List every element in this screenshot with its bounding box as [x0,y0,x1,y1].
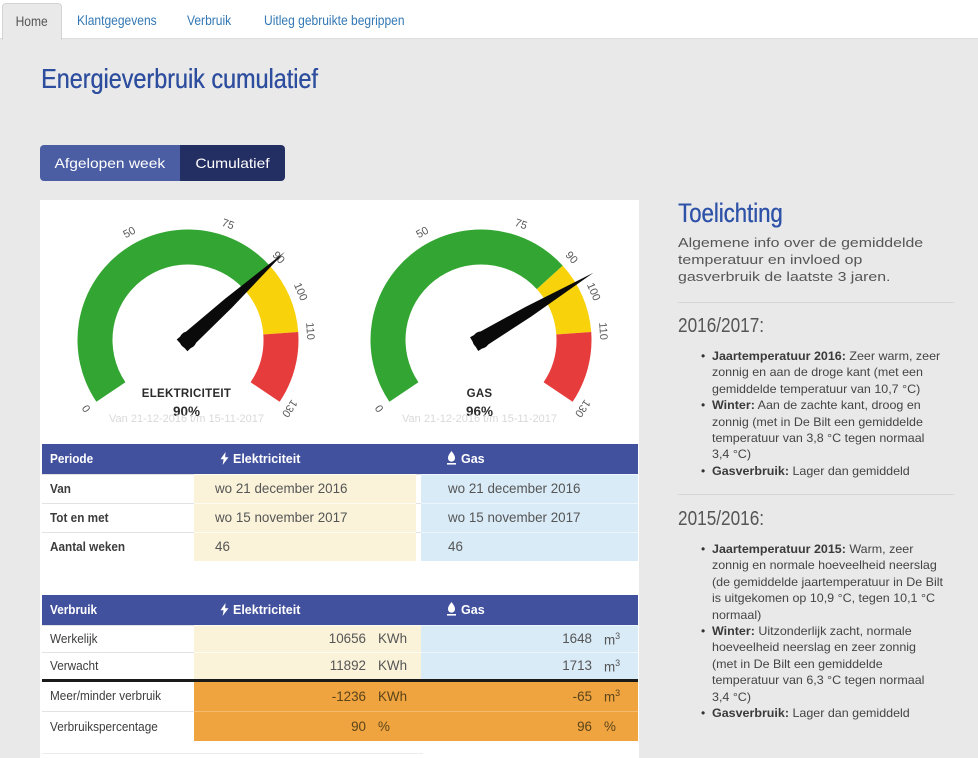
svg-text:110: 110 [303,322,316,340]
svg-text:50: 50 [121,225,137,241]
svg-text:100: 100 [291,281,309,303]
svg-text:75: 75 [513,217,529,232]
svg-text:110: 110 [596,322,609,340]
svg-text:90: 90 [563,249,580,266]
svg-text:50: 50 [414,225,430,241]
svg-text:0: 0 [80,402,93,414]
svg-text:100: 100 [584,281,602,303]
svg-text:0: 0 [373,402,386,414]
svg-text:75: 75 [220,217,236,232]
